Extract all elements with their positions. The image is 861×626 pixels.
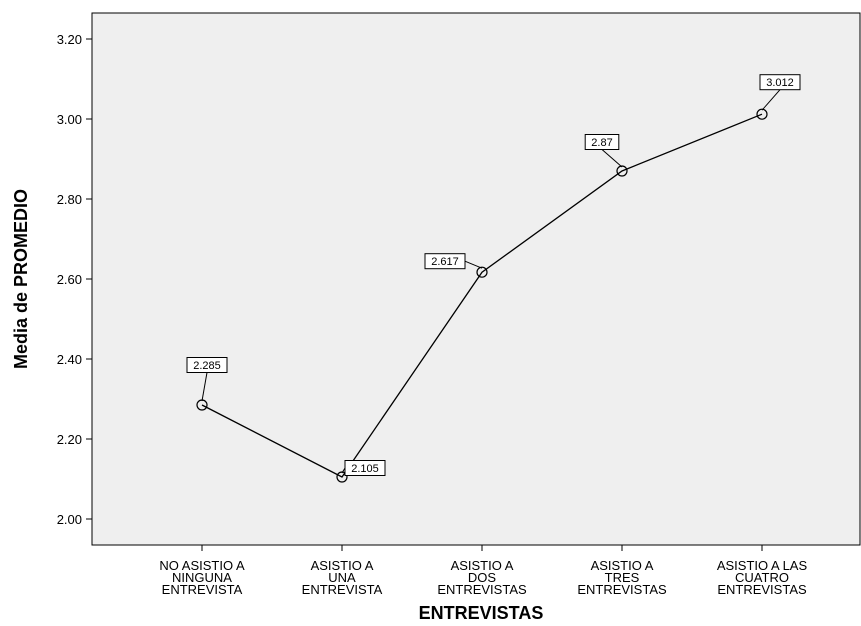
data-label-leader — [464, 260, 483, 269]
y-tick-label: 2.00 — [57, 512, 82, 527]
x-tick-label: ASISTIO A TRES ENTREVISTAS — [577, 558, 667, 597]
data-label-box — [186, 357, 228, 373]
data-label: 2.105 — [351, 463, 379, 475]
y-axis-title: Media de PROMEDIO — [11, 189, 31, 369]
data-label-box — [759, 74, 801, 91]
data-label: 2.285 — [193, 360, 221, 372]
data-point — [756, 108, 768, 120]
y-tick-label: 2.80 — [57, 192, 82, 207]
x-tick-label: NO ASISTIO A NINGUNA ENTREVISTA — [159, 558, 245, 597]
x-axis-title: ENTREVISTAS — [419, 603, 544, 623]
data-labels: 2.285 2.105 2.617 2.87 3.012 — [186, 74, 801, 476]
data-label-box — [584, 134, 620, 150]
data-point — [616, 165, 628, 177]
x-tick-label: ASISTIO A UNA ENTREVISTA — [302, 558, 383, 597]
x-tick-label: ASISTIO A LAS CUATRO ENTREVISTAS — [717, 558, 808, 597]
data-point — [476, 266, 488, 278]
data-label-leader — [601, 149, 623, 168]
y-tick-label: 2.60 — [57, 272, 82, 287]
plot-area — [91, 12, 861, 546]
data-label: 3.012 — [766, 77, 794, 89]
data-label: 2.617 — [431, 256, 459, 268]
data-label: 2.87 — [591, 137, 612, 149]
data-label-box — [424, 253, 466, 270]
data-label-leader — [761, 89, 781, 111]
y-tick-label: 3.20 — [57, 32, 82, 47]
y-axis: 2.00 2.20 2.40 2.60 2.80 3.00 3.20 — [57, 32, 92, 527]
series-line — [201, 113, 763, 478]
data-label-box — [344, 460, 386, 476]
x-tick-label: ASISTIO A DOS ENTREVISTAS — [437, 558, 527, 597]
y-tick-label: 2.20 — [57, 432, 82, 447]
y-tick-label: 2.40 — [57, 352, 82, 367]
data-point — [336, 471, 348, 483]
x-axis: NO ASISTIO A NINGUNA ENTREVISTA ASISTIO A UN… — [159, 545, 807, 597]
data-label-leader — [201, 372, 208, 402]
y-tick-label: 3.00 — [57, 112, 82, 127]
